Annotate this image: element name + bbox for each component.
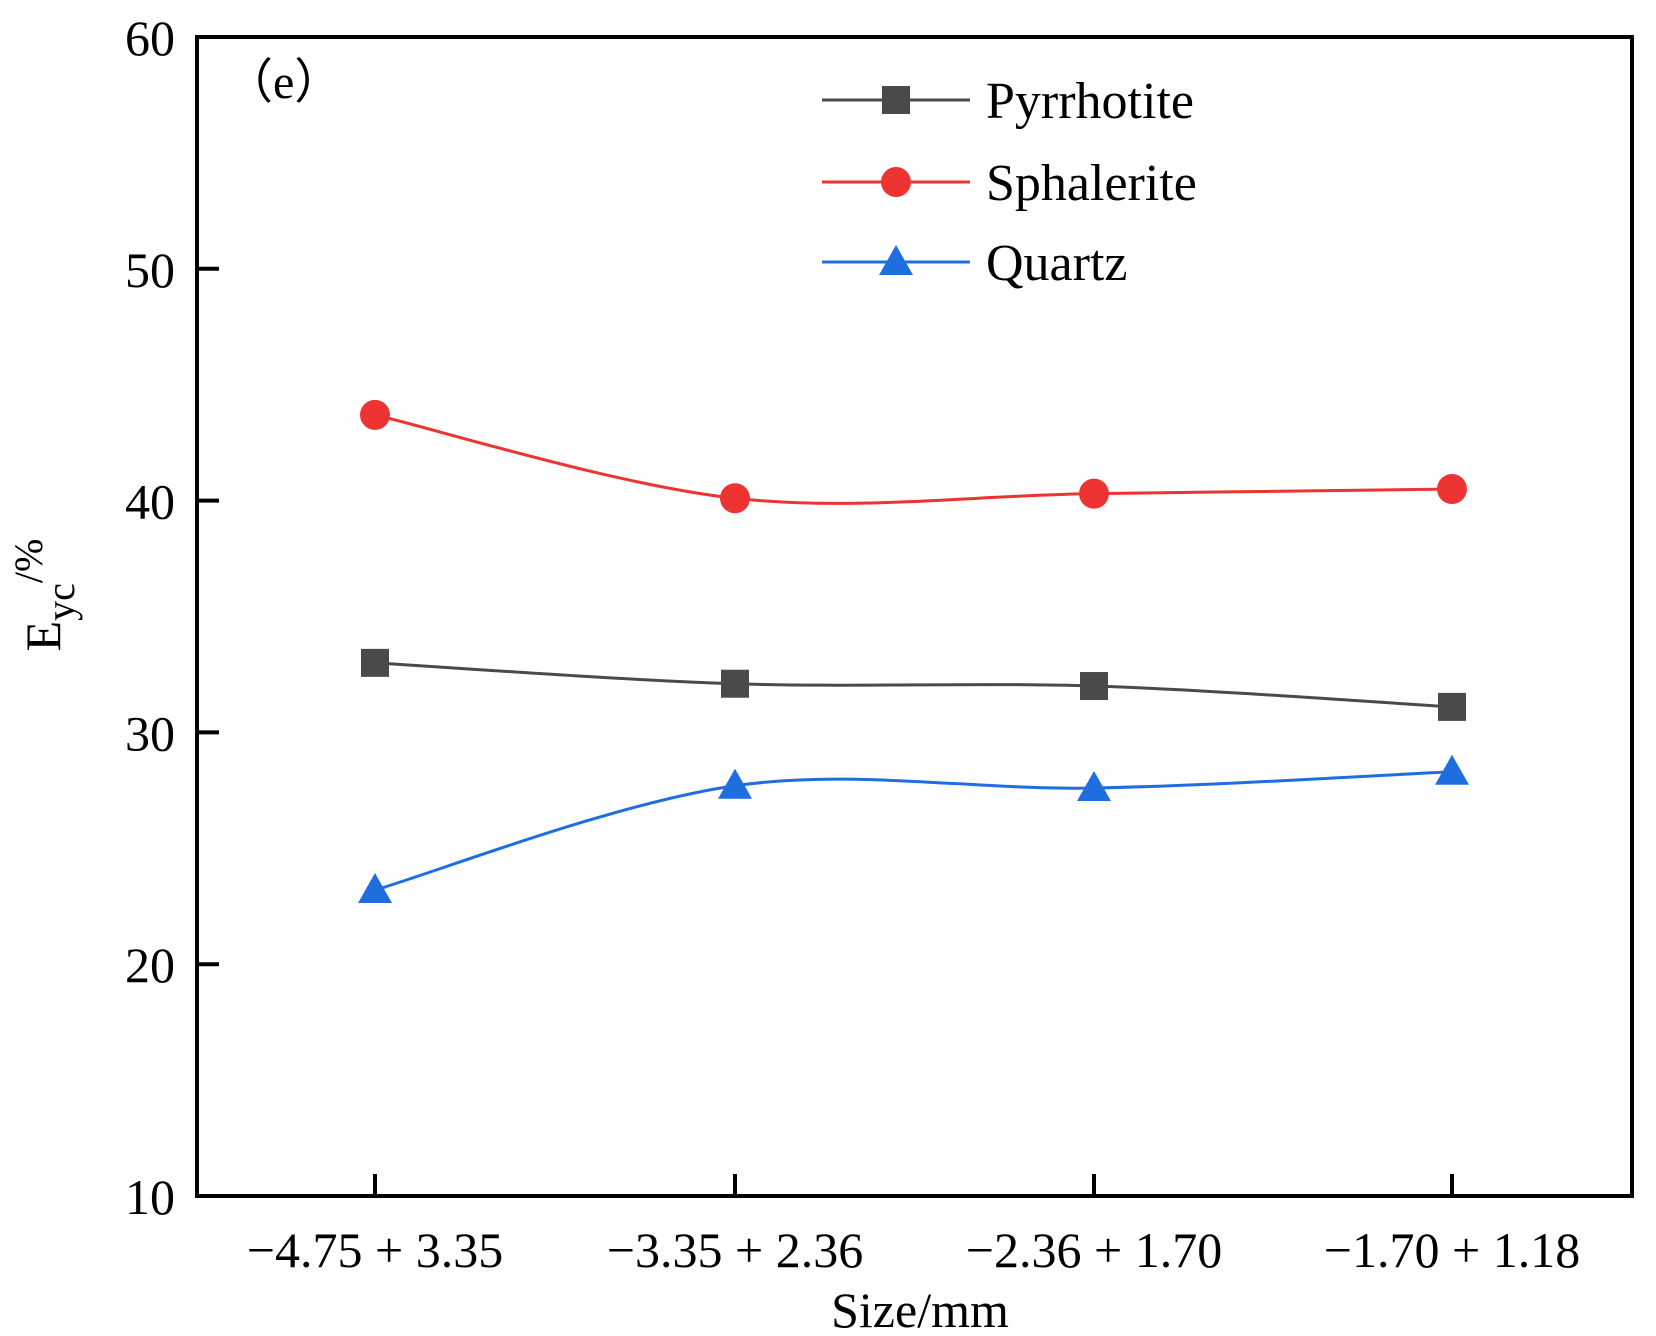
data-point-pyrrhotite-2 xyxy=(721,669,749,698)
data-point-pyrrhotite-3 xyxy=(1080,672,1108,701)
plot-frame xyxy=(195,35,1634,1198)
y-axis-title-main: E xyxy=(15,621,71,652)
x-tick-label-3: −2.36 + 1.70 xyxy=(966,1222,1222,1278)
axes: 10 20 30 40 50 60 −4.75 + 3.35 −3.35 + 2.36 −2.3… xyxy=(125,10,1634,1278)
series-markers xyxy=(358,399,1469,904)
data-point-quartz-3 xyxy=(1077,771,1111,802)
y-tick-label-20: 20 xyxy=(125,937,175,993)
x-tick-label-1: −4.75 + 3.35 xyxy=(247,1222,503,1278)
data-point-sphalerite-3 xyxy=(1079,478,1109,509)
data-point-pyrrhotite-4 xyxy=(1438,692,1466,721)
data-point-sphalerite-1 xyxy=(360,399,390,430)
y-tick-label-10: 10 xyxy=(125,1169,175,1225)
panel-label: （e） xyxy=(225,56,342,109)
x-tick-label-4: −1.70 + 1.18 xyxy=(1324,1222,1580,1278)
x-tick-label-2: −3.35 + 2.36 xyxy=(607,1222,863,1278)
data-point-quartz-1 xyxy=(358,873,392,904)
data-point-sphalerite-2 xyxy=(720,483,750,514)
legend-marker-sphalerite xyxy=(881,167,911,197)
data-point-quartz-4 xyxy=(1435,754,1469,785)
y-axis-title-subscript: yc xyxy=(38,583,83,621)
y-tick-label-50: 50 xyxy=(125,242,175,298)
series-line-pyrrhotite xyxy=(374,661,1453,709)
data-point-quartz-2 xyxy=(718,768,752,799)
legend-label-pyrrhotite: Pyrrhotite xyxy=(986,73,1194,130)
data-point-pyrrhotite-1 xyxy=(361,648,389,677)
legend-label-quartz: Quartz xyxy=(986,235,1127,292)
series-line-sphalerite xyxy=(374,413,1453,505)
series-line-quartz xyxy=(374,770,1453,892)
x-axis-title: Size/mm xyxy=(831,1282,1009,1336)
legend-marker-quartz xyxy=(879,245,913,275)
series-curves xyxy=(374,413,1453,892)
y-tick-label-40: 40 xyxy=(125,474,175,530)
legend-marker-pyrrhotite xyxy=(882,86,910,114)
y-tick-label-60: 60 xyxy=(125,10,175,66)
y-axis-title: Eyc/% xyxy=(6,539,83,652)
legend: Pyrrhotite Sphalerite Quartz xyxy=(822,73,1197,292)
y-tick-label-30: 30 xyxy=(125,705,175,761)
legend-label-sphalerite: Sphalerite xyxy=(986,155,1197,212)
y-axis-title-suffix: /% xyxy=(6,539,51,583)
data-point-sphalerite-4 xyxy=(1437,474,1467,505)
